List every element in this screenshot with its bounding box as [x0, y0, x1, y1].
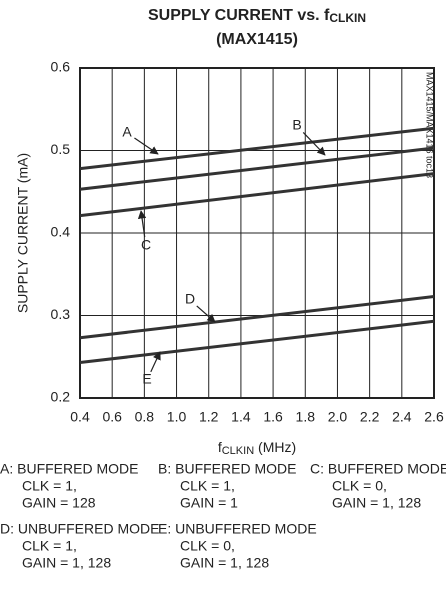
y-tick-label: 0.6: [51, 59, 71, 75]
note-line: CLK = 1,: [22, 538, 77, 554]
chart-title: SUPPLY CURRENT vs. fCLKIN: [148, 7, 366, 25]
side-note: MAX1415/MAX1416 toc13: [425, 72, 435, 178]
x-tick-label: 0.4: [70, 409, 90, 425]
x-axis-label: fCLKIN (MHz): [218, 439, 296, 457]
note-line: GAIN = 1, 128: [22, 555, 111, 571]
note-title: E: UNBUFFERED MODE: [158, 521, 317, 537]
series-label: B: [292, 117, 301, 133]
x-tick-label: 2.4: [392, 409, 412, 425]
series-line: [79, 172, 435, 218]
note-title: A: BUFFERED MODE: [0, 461, 138, 477]
note-line: CLK = 1,: [22, 478, 77, 494]
note-line: CLK = 1,: [180, 478, 235, 494]
chart-subtitle: (MAX1415): [216, 31, 298, 48]
annotation-arrow: [302, 132, 326, 156]
x-tick-label: 2.6: [424, 409, 444, 425]
x-tick-label: 2.2: [360, 409, 380, 425]
series-line: [79, 319, 435, 365]
series-label: A: [122, 124, 132, 140]
note-line: CLK = 0,: [332, 478, 387, 494]
series-line: [79, 126, 435, 171]
annotation-arrow: [137, 210, 147, 238]
note-line: GAIN = 128: [22, 495, 96, 511]
note-title: D: UNBUFFERED MODE: [0, 521, 159, 537]
series-label: D: [185, 291, 195, 307]
annotation-arrow: [134, 137, 159, 155]
note-title: B: BUFFERED MODE: [158, 461, 296, 477]
series-label: C: [141, 237, 151, 253]
x-tick-label: 1.6: [263, 409, 283, 425]
series-line: [79, 295, 435, 340]
x-tick-label: 1.0: [167, 409, 187, 425]
x-tick-label: 1.4: [231, 409, 251, 425]
y-tick-label: 0.5: [51, 141, 71, 157]
y-tick-label: 0.3: [51, 306, 71, 322]
series-line: [79, 146, 435, 191]
x-tick-label: 1.2: [199, 409, 219, 425]
note-line: GAIN = 1: [180, 495, 238, 511]
x-tick-label: 0.6: [102, 409, 122, 425]
y-tick-label: 0.2: [51, 389, 71, 405]
x-tick-label: 1.8: [296, 409, 316, 425]
series-label: E: [142, 371, 151, 387]
plot-frame: [79, 67, 435, 399]
y-tick-label: 0.4: [51, 224, 71, 240]
annotation-arrow: [150, 351, 161, 373]
note-line: GAIN = 1, 128: [332, 495, 421, 511]
note-title: C: BUFFERED MODE: [310, 461, 446, 477]
x-tick-label: 0.8: [135, 409, 155, 425]
note-line: GAIN = 1, 128: [180, 555, 269, 571]
y-axis-label: SUPPLY CURRENT (mA): [15, 153, 31, 313]
annotation-arrow: [196, 305, 216, 323]
x-tick-label: 2.0: [328, 409, 348, 425]
note-line: CLK = 0,: [180, 538, 235, 554]
